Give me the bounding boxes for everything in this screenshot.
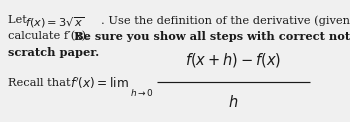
Text: calculate f′(x).: calculate f′(x).	[8, 31, 93, 41]
Text: $h$: $h$	[228, 94, 239, 110]
Text: scratch paper.: scratch paper.	[8, 47, 99, 58]
Text: $f'(x) = \lim$: $f'(x) = \lim$	[70, 75, 129, 91]
Text: . Use the definition of the derivative (given below) to: . Use the definition of the derivative (…	[101, 15, 350, 26]
Text: $h\to 0$: $h\to 0$	[130, 87, 154, 98]
Text: Be sure you show all steps with correct notation on your: Be sure you show all steps with correct …	[74, 31, 350, 42]
Text: $f(x+h)-f(x)$: $f(x+h)-f(x)$	[186, 51, 282, 69]
Text: $f(x) = 3\sqrt{x}$: $f(x) = 3\sqrt{x}$	[25, 15, 85, 30]
Text: Recall that: Recall that	[8, 78, 74, 88]
Text: Let: Let	[8, 15, 30, 25]
